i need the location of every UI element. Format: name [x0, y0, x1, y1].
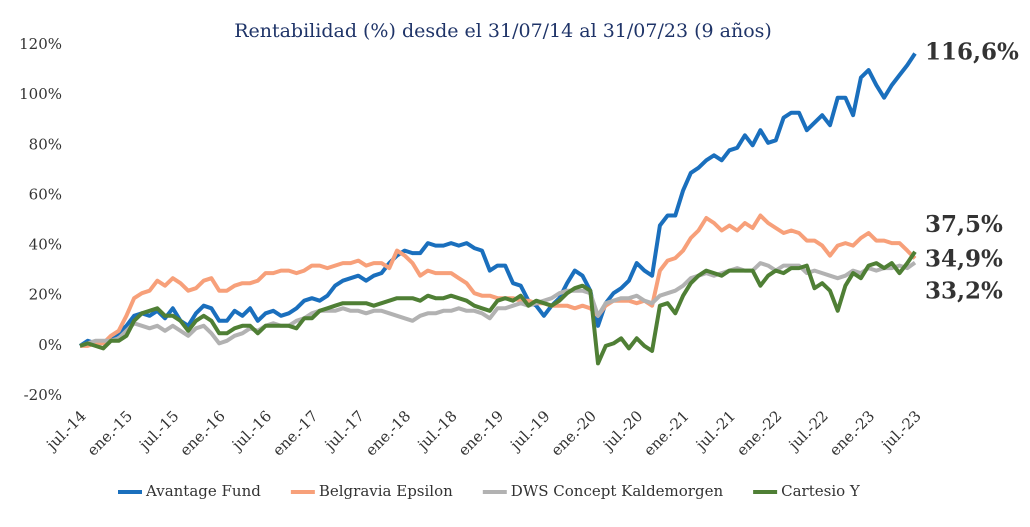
x-tick-label: ene.-15: [83, 407, 136, 460]
x-tick-label: jul.-23: [877, 407, 925, 455]
x-tick-label: jul.-17: [320, 407, 368, 455]
x-tick-label: jul.-20: [598, 407, 646, 455]
x-tick-label: jul.-16: [227, 407, 275, 455]
series-line: [79, 250, 917, 366]
y-tick-label: 100%: [19, 85, 62, 103]
legend-label: Cartesio Y: [781, 482, 861, 500]
chart-title: Rentabilidad (%) desde el 31/07/14 al 31…: [234, 20, 772, 42]
x-tick-label: jul.-18: [413, 407, 461, 455]
y-tick-label: 0%: [38, 336, 62, 354]
x-tick-label: ene.-19: [455, 407, 508, 460]
x-tick-label: jul.-21: [691, 407, 739, 455]
end-label: 34,9%: [925, 245, 1003, 272]
y-tick-label: 60%: [29, 185, 62, 203]
x-tick-label: ene.-20: [547, 407, 600, 460]
x-tick-label: ene.-22: [733, 407, 786, 460]
y-tick-label: 80%: [29, 135, 62, 153]
series-line: [80, 213, 917, 348]
end-label: 37,5%: [925, 211, 1003, 238]
end-label: 33,2%: [925, 278, 1003, 305]
series-line: [78, 52, 917, 348]
legend-label: DWS Concept Kaldemorgen: [511, 482, 724, 500]
legend-label: Belgravia Epsilon: [319, 482, 453, 500]
x-tick-label: ene.-18: [362, 407, 415, 460]
y-tick-label: -20%: [24, 386, 62, 404]
x-tick-label: ene.-23: [826, 407, 879, 460]
x-tick-label: jul.-19: [505, 407, 553, 455]
x-tick-label: jul.-14: [42, 407, 90, 455]
legend-label: Avantage Fund: [145, 482, 261, 500]
y-tick-label: 120%: [19, 35, 62, 53]
x-tick-label: ene.-16: [176, 407, 229, 460]
x-tick-label: ene.-17: [269, 407, 322, 460]
x-tick-label: jul.-22: [784, 407, 832, 455]
end-label: 116,6%: [925, 39, 1019, 66]
x-tick-label: jul.-15: [134, 407, 182, 455]
y-tick-label: 40%: [29, 236, 62, 254]
x-tick-label: ene.-21: [640, 407, 693, 460]
y-tick-label: 20%: [29, 286, 62, 304]
